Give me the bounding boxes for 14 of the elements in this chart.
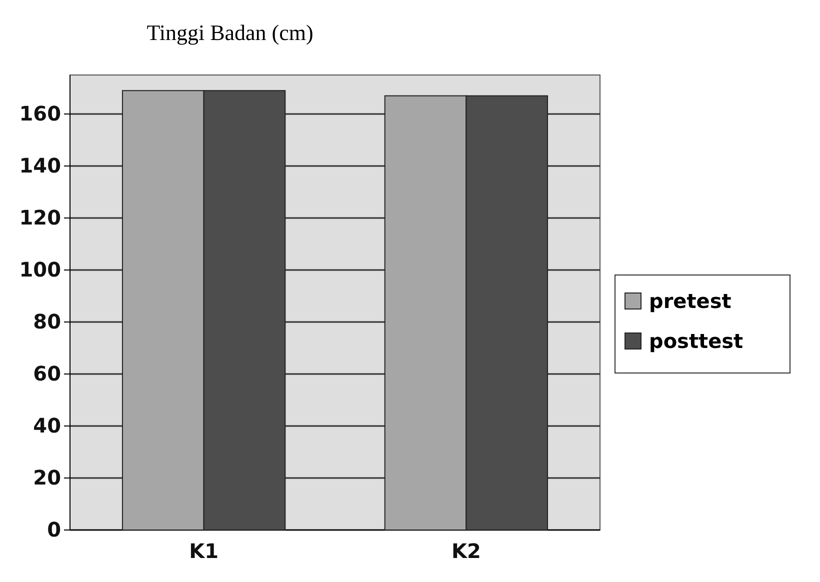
legend-label: posttest — [649, 329, 744, 353]
y-tick-label: 80 — [33, 309, 61, 334]
y-tick-label: 140 — [19, 153, 61, 178]
y-tick-label: 40 — [33, 413, 61, 438]
chart-title: Tinggi Badan (cm) — [146, 20, 314, 45]
y-tick-label: 160 — [19, 101, 61, 126]
legend-label: pretest — [649, 289, 732, 313]
x-tick-label: K1 — [189, 539, 219, 564]
y-tick-label: 0 — [47, 517, 61, 542]
y-tick-label: 100 — [19, 257, 61, 282]
y-tick-label: 120 — [19, 205, 61, 230]
y-tick-label: 20 — [33, 465, 61, 490]
y-tick-label: 60 — [33, 361, 61, 386]
x-tick-label: K2 — [451, 539, 481, 564]
